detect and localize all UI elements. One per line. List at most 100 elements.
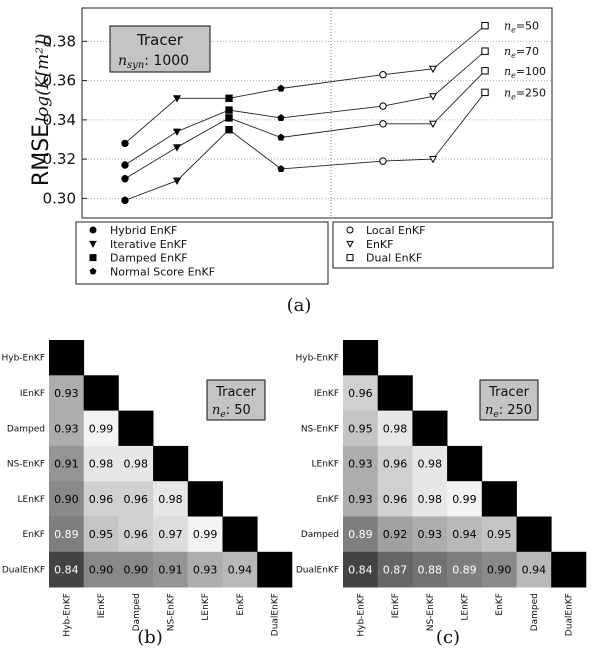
heatmap-value: 0.98 [418,493,443,506]
heatmap-row-label: DualEnKF [2,565,45,575]
heatmap-cell [49,410,85,447]
heatmap-value: 0.94 [228,563,253,576]
legend-label: Dual EnKF [366,252,422,265]
legend-marker [89,240,97,248]
heatmap-diagonal-cell [153,445,189,482]
data-point [428,93,438,101]
heatmap-cell [343,551,379,588]
heatmap-value: 0.91 [158,563,183,576]
heatmap-col-label: IEnKF [391,593,401,618]
data-point [481,67,489,75]
heatmap-value: 0.94 [522,563,547,576]
heatmap-cell [153,481,189,517]
heatmap-value: 0.84 [54,563,79,576]
heatmap-value: 0.84 [348,563,373,576]
legend-item: Hybrid EnKF [89,224,177,237]
heatmap-value: 0.96 [124,493,149,506]
data-point [121,196,129,205]
data-point [172,95,182,103]
heatmap-cell [49,551,85,588]
ne-label: ne=250 [504,86,546,101]
info-box-c-title: Tracer [488,385,529,400]
legend-label: Hybrid EnKF [110,224,177,237]
legend-right-frame [332,221,554,269]
ne-value: =50 [516,20,539,33]
ne-subscript: e [511,26,516,35]
heatmap-diagonal-cell [222,516,258,553]
legend-marker [346,226,354,234]
heatmap-cell [377,445,413,482]
heatmap-value: 0.89 [54,528,79,541]
heatmap-col-label: IEnKF [97,593,107,618]
heatmap-value: 0.89 [348,528,373,541]
heatmap-value: 0.99 [89,422,114,435]
heatmap-row-label: DualEnKF [296,565,339,575]
legend-label: Iterative EnKF [110,238,187,251]
heatmap-cell [118,551,154,588]
data-point [428,120,438,129]
data-point [121,175,129,183]
heatmap-cell [377,481,413,517]
heatmap-row-label: Damped [7,424,45,434]
y-axis-label: RMSE log(K[m²]) [29,34,54,186]
heatmap-value: 0.93 [54,422,79,435]
heatmap-value: 0.94 [452,528,477,541]
heatmap-diagonal-cell [447,445,483,482]
heatmap-diagonal-cell [377,375,413,411]
heatmap-col-label: Hyb-EnKF [356,593,366,637]
legend-marker [346,254,354,262]
heatmap-value: 0.98 [89,458,114,471]
legend-marker [346,240,354,248]
heatmap-col-label: EnKF [236,593,246,615]
ne-subscript: e [511,71,516,80]
legend-item: Dual EnKF [346,252,422,265]
data-point [172,144,182,152]
heatmap-cell [412,551,448,588]
heatmap-value: 0.96 [124,528,149,541]
heatmap-value: 0.98 [383,422,408,435]
data-point [481,88,489,97]
heatmap-cell [49,445,85,482]
heatmap-value: 0.93 [54,387,79,400]
heatmap-value: 0.96 [383,493,408,506]
info-box-a-title: Tracer [136,31,184,49]
heatmap-diagonal-cell [118,410,154,447]
heatmap-cell [343,481,379,517]
heatmap-value: 0.88 [418,563,443,576]
data-point [277,133,285,141]
heatmap-cell [412,516,448,553]
series-ne=50 [121,21,489,148]
heatmap-row-label: Hyb-EnKF [1,354,45,364]
heatmap-cell [83,551,119,588]
heatmap-value: 0.96 [348,387,373,400]
data-point [225,106,233,114]
heatmap-value: 0.89 [452,563,477,576]
data-point [225,114,233,122]
heatmap-value: 0.92 [383,528,408,541]
heatmap-col-label: EnKF [495,593,505,615]
heatmap-value: 0.90 [487,563,512,576]
heatmap-row-label: NS-EnKF [7,460,45,470]
heatmap-cell [118,516,154,553]
ne-label: ne=50 [504,20,539,35]
heatmap-diagonal-cell [257,551,293,588]
heatmap-value: 0.98 [418,458,443,471]
heatmap-diagonal-cell [516,516,552,553]
y-tick-label: 0.30 [43,189,76,207]
panel-label-b: (b) [137,627,163,648]
heatmap-diagonal-cell [412,410,448,447]
heatmap-cell [153,516,189,553]
heatmap-cell [343,410,379,447]
data-point [277,114,285,121]
heatmap-value: 0.90 [54,493,79,506]
legend-item: Local EnKF [346,224,425,237]
heatmap-cell [343,445,379,482]
heatmap-diagonal-cell [343,340,379,376]
heatmap-row-label: Hyb-EnKF [295,354,339,364]
panel-label-c: (c) [436,627,460,648]
heatmap-diagonal-cell [481,481,517,517]
heatmap-cell [49,481,85,517]
